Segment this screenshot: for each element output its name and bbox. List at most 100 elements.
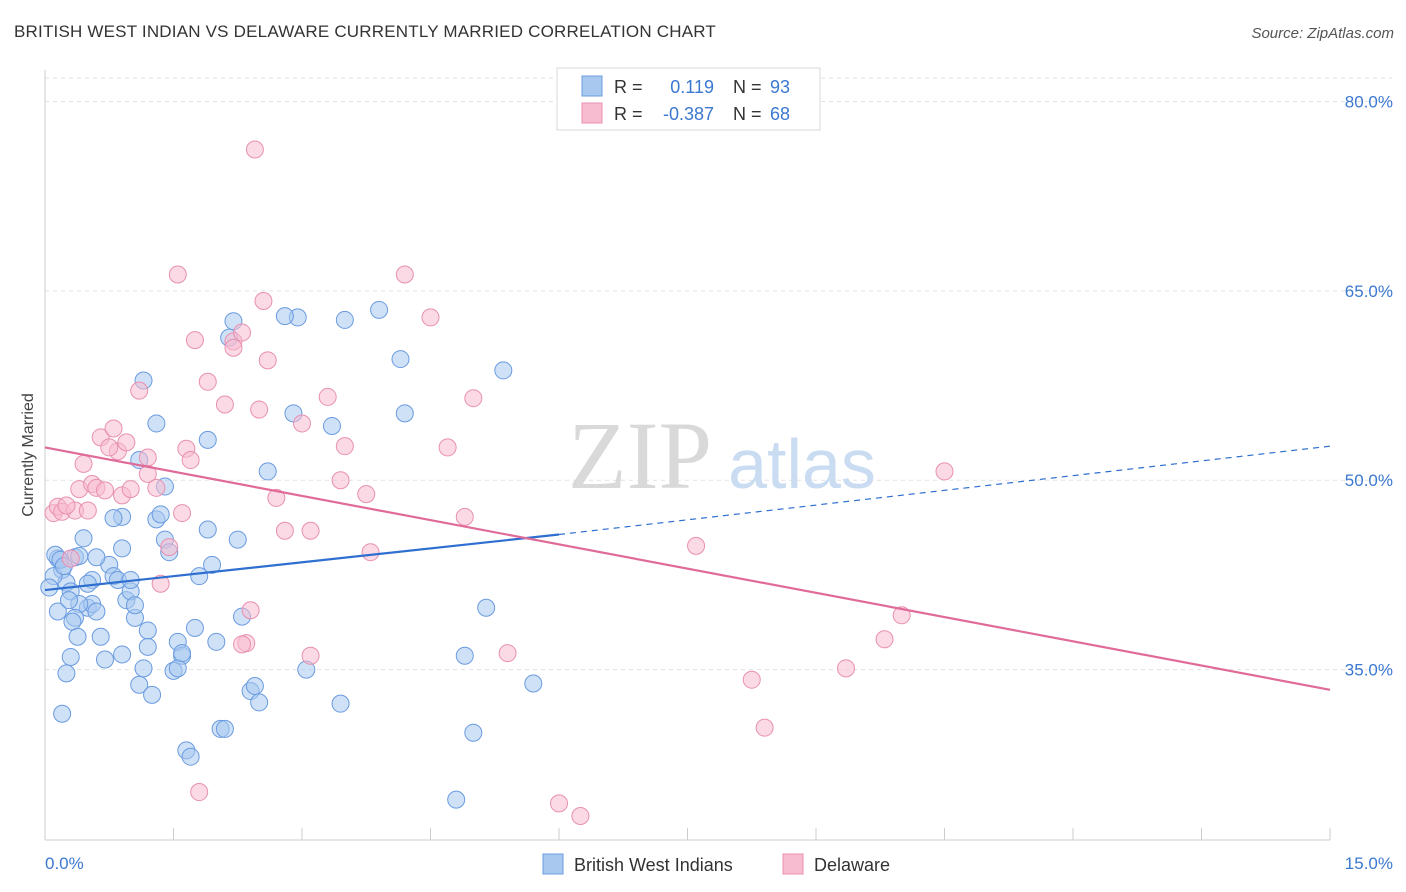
data-point xyxy=(875,630,894,649)
watermark: ZIP atlas xyxy=(568,402,876,509)
data-point xyxy=(68,627,87,646)
data-point xyxy=(198,520,217,539)
data-point xyxy=(755,718,774,737)
data-point xyxy=(87,602,106,621)
data-point xyxy=(275,521,294,540)
bottom-legend-swatch-blue xyxy=(542,853,564,875)
data-point xyxy=(173,504,192,523)
data-point xyxy=(48,602,67,621)
data-point xyxy=(233,323,252,342)
data-point xyxy=(61,549,80,568)
y-tick-label: 65.0% xyxy=(1345,282,1393,301)
y-axis-label: Currently Married xyxy=(20,393,37,517)
data-point xyxy=(151,505,170,524)
data-point xyxy=(687,536,706,555)
data-point xyxy=(74,454,93,473)
legend-swatch-blue xyxy=(581,75,603,97)
bottom-legend-label-2: Delaware xyxy=(814,855,890,875)
data-point xyxy=(275,307,294,326)
tick-labels: 35.0% 50.0% 65.0% 80.0% 0.0% 15.0% xyxy=(45,93,1393,873)
legend-r-label-2: R = xyxy=(614,104,643,124)
data-point xyxy=(267,488,286,507)
axes xyxy=(44,70,1331,841)
y-tick-label: 80.0% xyxy=(1345,93,1393,112)
data-point xyxy=(836,659,855,678)
data-point xyxy=(168,265,187,284)
data-point xyxy=(224,338,243,357)
data-point xyxy=(151,574,170,593)
data-point xyxy=(185,618,204,637)
data-point xyxy=(173,644,192,663)
data-point xyxy=(138,621,157,640)
data-point xyxy=(40,578,59,597)
data-point xyxy=(293,414,311,433)
data-point xyxy=(935,462,954,481)
legend: R = 0.119 N = 93 R = -0.387 N = 68 xyxy=(556,67,821,131)
data-point xyxy=(53,704,72,723)
data-point xyxy=(57,664,76,683)
x-tick-label: 15.0% xyxy=(1345,854,1393,873)
data-point xyxy=(138,448,157,467)
gridlines xyxy=(45,77,1392,671)
data-point xyxy=(185,331,204,350)
data-point xyxy=(117,433,136,452)
data-point xyxy=(121,480,140,499)
legend-n-label-2: N = xyxy=(733,104,762,124)
data-point xyxy=(494,361,513,380)
x-tick-label: 0.0% xyxy=(45,854,84,873)
data-point xyxy=(335,437,354,456)
data-point xyxy=(361,543,380,562)
data-point xyxy=(395,404,414,423)
data-point xyxy=(455,507,474,526)
data-point xyxy=(143,685,162,704)
data-point xyxy=(104,419,123,438)
data-point xyxy=(130,381,149,400)
legend-n-value-2: 68 xyxy=(770,104,790,124)
bottom-legend-label-1: British West Indians xyxy=(574,855,733,875)
data-point xyxy=(357,485,376,504)
data-point xyxy=(464,723,483,742)
data-point xyxy=(78,501,97,520)
y-tick-label: 50.0% xyxy=(1345,471,1393,490)
data-point xyxy=(95,650,114,669)
data-point xyxy=(160,538,179,557)
data-point xyxy=(241,601,260,620)
data-point xyxy=(254,292,273,310)
data-point xyxy=(258,462,277,481)
data-point xyxy=(57,496,76,515)
data-point xyxy=(138,637,157,656)
data-point xyxy=(203,555,222,574)
data-point xyxy=(391,350,410,369)
data-point xyxy=(447,790,466,809)
data-point xyxy=(455,646,474,665)
bottom-legend: British West Indians Delaware xyxy=(542,853,890,875)
data-point xyxy=(742,670,761,689)
trend-line-pink xyxy=(44,446,1331,691)
data-point xyxy=(59,591,78,610)
data-point xyxy=(190,783,209,802)
data-point xyxy=(524,674,543,693)
data-point xyxy=(245,677,264,695)
data-point xyxy=(198,372,217,391)
series-delaware xyxy=(44,140,954,826)
data-point xyxy=(134,659,153,678)
data-point xyxy=(100,438,119,457)
data-point xyxy=(181,451,200,470)
data-point xyxy=(125,596,144,615)
legend-n-label-1: N = xyxy=(733,77,762,97)
data-point xyxy=(477,598,496,617)
data-point xyxy=(892,606,911,625)
data-point xyxy=(147,414,166,433)
data-point xyxy=(438,438,457,457)
bottom-legend-swatch-pink xyxy=(782,853,804,875)
source-label: Source: ZipAtlas.com xyxy=(1251,25,1394,42)
data-point xyxy=(395,265,414,284)
data-point xyxy=(113,539,132,558)
data-point xyxy=(233,635,252,654)
watermark-atlas: atlas xyxy=(728,425,876,503)
chart-title: BRITISH WEST INDIAN VS DELAWARE CURRENTL… xyxy=(14,22,716,41)
legend-r-value-1: 0.119 xyxy=(670,77,714,97)
data-point xyxy=(258,351,277,370)
data-point xyxy=(335,310,354,329)
